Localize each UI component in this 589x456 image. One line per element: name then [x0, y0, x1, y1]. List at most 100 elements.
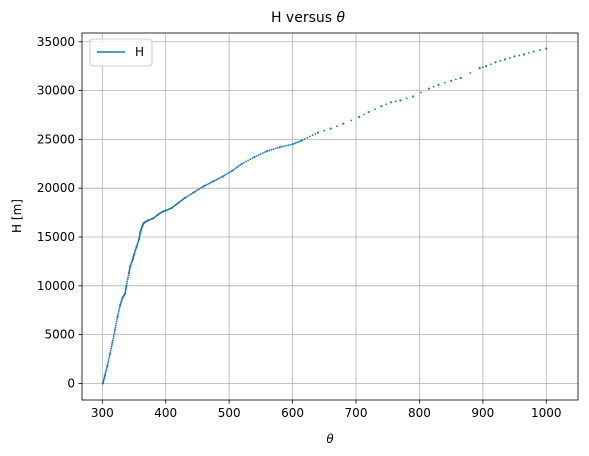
- data-point: [293, 142, 296, 145]
- data-point: [427, 87, 431, 90]
- x-axis-label: θ: [326, 432, 334, 446]
- data-point: [110, 347, 113, 350]
- data-point: [478, 67, 481, 70]
- data-point: [247, 159, 250, 162]
- data-point: [336, 125, 338, 128]
- data-point: [405, 97, 408, 100]
- data-point: [264, 151, 266, 153]
- data-point: [233, 168, 235, 171]
- data-point: [112, 335, 115, 337]
- data-point: [239, 164, 242, 166]
- data-point: [532, 50, 535, 53]
- data-point: [111, 341, 114, 344]
- data-point: [116, 318, 118, 321]
- data-point: [245, 160, 247, 163]
- data-point: [125, 282, 128, 285]
- data-point: [316, 131, 320, 134]
- data-point: [113, 333, 116, 335]
- data-point: [111, 339, 114, 342]
- data-point: [380, 105, 383, 108]
- data-point: [231, 169, 234, 172]
- data-points: [101, 47, 548, 385]
- data-point: [114, 324, 117, 327]
- data-point: [450, 79, 453, 82]
- data-point: [106, 362, 109, 365]
- data-point: [202, 185, 205, 188]
- data-point: [114, 326, 117, 329]
- data-point: [257, 154, 260, 156]
- y-tick-label: 35000: [37, 35, 75, 49]
- data-point: [108, 353, 112, 356]
- data-point: [212, 180, 215, 183]
- data-point: [394, 100, 397, 103]
- data-point: [259, 153, 262, 155]
- data-point: [513, 55, 516, 58]
- data-point: [274, 147, 277, 150]
- data-point: [218, 177, 221, 180]
- data-point: [253, 155, 256, 159]
- legend-entry-label: H: [135, 45, 144, 59]
- chart-title-symbol: θ: [336, 10, 345, 26]
- data-point: [183, 196, 186, 200]
- data-point: [481, 66, 484, 69]
- data-point: [283, 145, 286, 148]
- data-point: [213, 179, 216, 182]
- data-point: [118, 308, 121, 311]
- data-point: [420, 91, 422, 94]
- data-point: [220, 176, 223, 179]
- x-tick-label: 900: [471, 406, 494, 420]
- data-point: [196, 189, 199, 192]
- y-tick-label: 5000: [44, 328, 75, 342]
- data-point: [117, 312, 120, 315]
- y-tick-label: 10000: [37, 279, 75, 293]
- y-axis-label: H [m]: [10, 199, 24, 233]
- data-point: [437, 83, 440, 86]
- data-point: [217, 178, 219, 180]
- data-point: [207, 182, 210, 185]
- data-point: [342, 122, 345, 125]
- x-tick-label: 600: [281, 406, 304, 420]
- data-point: [270, 148, 273, 151]
- data-point: [469, 72, 472, 74]
- data-point: [103, 374, 106, 377]
- data-point: [185, 196, 188, 198]
- data-point: [107, 359, 110, 361]
- data-point: [117, 314, 119, 316]
- data-point: [539, 49, 541, 51]
- data-point: [112, 337, 115, 340]
- data-point: [194, 190, 197, 193]
- data-point: [298, 140, 300, 143]
- data-point: [206, 183, 208, 186]
- y-tick-label: 0: [67, 376, 75, 390]
- data-point: [299, 140, 302, 142]
- data-point: [296, 141, 299, 144]
- data-point: [432, 85, 435, 88]
- data-point: [118, 306, 121, 309]
- data-point: [309, 135, 311, 138]
- data-point: [240, 162, 243, 165]
- data-point: [272, 148, 275, 151]
- data-point: [228, 171, 231, 174]
- data-point: [455, 78, 457, 81]
- data-point: [268, 149, 271, 152]
- chart-title-text: H versus: [271, 10, 337, 26]
- data-point: [108, 355, 111, 357]
- data-point: [508, 56, 511, 59]
- data-point: [314, 132, 317, 135]
- data-point: [358, 115, 361, 119]
- data-point: [109, 351, 112, 354]
- data-point: [193, 190, 196, 194]
- plot-frame: [81, 32, 579, 401]
- data-point: [363, 113, 365, 116]
- data-point: [385, 103, 388, 106]
- data-point: [225, 173, 227, 176]
- data-point: [484, 65, 488, 68]
- data-point: [237, 165, 240, 167]
- data-point: [389, 101, 392, 104]
- y-tick-label: 25000: [37, 132, 75, 146]
- data-point: [126, 280, 129, 283]
- data-point: [115, 320, 118, 323]
- data-point: [209, 182, 212, 184]
- data-point: [127, 274, 130, 277]
- y-ticks: 0 5000 10000 15000 20000 25000 30000 35000: [37, 35, 82, 390]
